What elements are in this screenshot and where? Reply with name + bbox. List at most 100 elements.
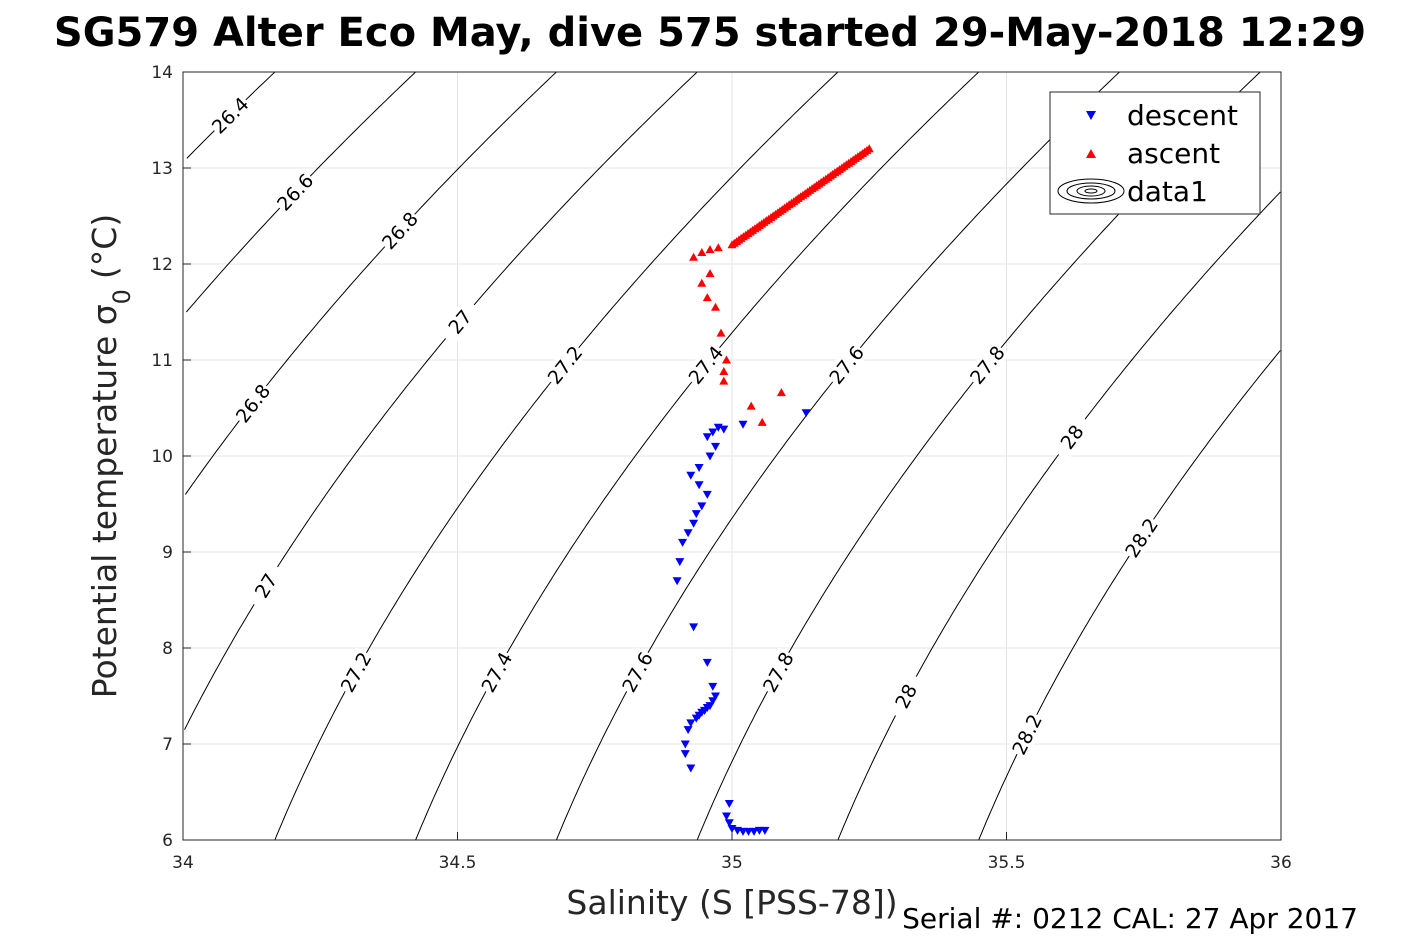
descent-point	[680, 750, 690, 759]
ascent-point	[716, 328, 726, 337]
ascent-point	[862, 145, 872, 154]
ascent-series	[689, 144, 874, 426]
descent-point	[683, 529, 693, 538]
descent-point	[708, 428, 718, 437]
contour-label-bg	[335, 647, 376, 697]
contour-label-bg	[244, 561, 287, 611]
x-tick-label: 35	[721, 853, 743, 873]
ascent-point	[719, 367, 729, 375]
contour-label-bg	[271, 168, 319, 216]
ascent-point	[713, 243, 723, 252]
contour-label-bg	[230, 379, 275, 428]
chart-title: SG579 Alter Eco May, dive 575 started 29…	[54, 10, 1366, 56]
ascent-point	[722, 355, 731, 364]
descent-point	[713, 423, 723, 432]
descent-point	[702, 658, 712, 667]
ascent-point	[697, 278, 707, 287]
descent-point	[691, 510, 701, 519]
contour-label-bg	[1007, 709, 1047, 759]
y-axis-label-sub: 0	[108, 289, 136, 304]
descent-point	[691, 714, 701, 723]
contour-label-bg	[885, 671, 926, 721]
legend-contour-icon	[1057, 178, 1125, 204]
ascent-point	[776, 388, 786, 397]
y-tick-label: 11	[151, 351, 173, 371]
contour-label-bg	[757, 647, 799, 697]
y-tick-label: 8	[162, 639, 173, 659]
descent-point	[711, 442, 720, 451]
contour-label-bg	[476, 647, 517, 697]
ascent-point	[689, 252, 699, 261]
contour-label-bg	[1119, 513, 1163, 563]
descent-point	[722, 812, 731, 821]
descent-point	[678, 538, 688, 547]
contour-line	[978, 350, 1281, 841]
legend-data1-label: data1	[1127, 175, 1208, 208]
ascent-point	[757, 417, 767, 426]
contour-line	[184, 71, 557, 495]
descent-point	[680, 740, 690, 749]
contour-label-bg	[542, 340, 588, 389]
ascent-point	[705, 269, 715, 278]
y-axis-label: Potential temperature σ0 (°C)	[85, 214, 136, 698]
contour-label-bg	[683, 340, 728, 389]
contour-label-bg	[823, 340, 869, 389]
descent-point	[672, 577, 682, 586]
legend-descent-marker	[1086, 111, 1096, 120]
legend: descent ascent data1	[1049, 91, 1261, 215]
y-tick-label: 12	[151, 255, 173, 275]
contour-line	[274, 71, 839, 841]
ascent-point	[719, 376, 729, 385]
descent-point	[689, 623, 699, 632]
y-tick-label: 9	[162, 543, 173, 563]
ascent-point	[711, 302, 720, 311]
contour-line	[184, 71, 698, 730]
svg-text:Potential temperature σ0(°C): Potential temperature σ0 (°C)	[85, 214, 136, 698]
legend-ascent-label: ascent	[1127, 137, 1220, 170]
y-tick-label: 6	[162, 831, 173, 851]
descent-point	[719, 425, 729, 434]
descent-point	[694, 481, 704, 490]
contour-label-bg	[616, 647, 658, 697]
contour-label-bg	[376, 206, 423, 255]
contour-line	[555, 71, 1120, 841]
y-tick-label: 10	[151, 447, 173, 467]
y-axis-label-unit: (°C)	[85, 214, 124, 279]
legend-descent-label: descent	[1127, 99, 1238, 132]
descent-point	[686, 471, 696, 480]
x-tick-label: 34	[172, 853, 194, 873]
descent-point	[686, 719, 696, 728]
y-axis-ticks: 6 7 8 9 10 11 12 13 14	[151, 63, 191, 851]
ascent-point	[705, 245, 715, 254]
ascent-point	[702, 293, 712, 302]
descent-point	[801, 409, 811, 418]
x-tick-label: 36	[1270, 853, 1292, 873]
ascent-point	[697, 248, 707, 256]
y-tick-label: 13	[151, 159, 173, 179]
contour-label-bg	[1049, 412, 1094, 462]
descent-point	[749, 827, 759, 836]
descent-point	[686, 764, 696, 773]
descent-point	[711, 692, 720, 701]
descent-point	[689, 519, 699, 528]
contour-label-bg	[964, 340, 1010, 389]
descent-point	[760, 826, 770, 835]
serial-calibration-note: Serial #: 0212 CAL: 27 Apr 2017	[902, 902, 1358, 935]
contour-label-bg	[437, 297, 483, 346]
contour-line	[837, 191, 1281, 841]
ascent-point	[746, 401, 756, 410]
legend-ascent-marker	[1086, 149, 1096, 158]
descent-point	[702, 490, 712, 499]
x-tick-label: 34.5	[439, 853, 477, 873]
descent-point	[702, 433, 712, 442]
x-tick-label: 35.5	[988, 853, 1026, 873]
descent-point	[724, 819, 734, 828]
descent-point	[738, 420, 748, 429]
descent-series	[672, 409, 811, 836]
y-tick-label: 7	[162, 735, 173, 755]
descent-point	[708, 697, 718, 706]
x-axis-ticks: 34 34.5 35 35.5 36	[172, 832, 1292, 873]
contour-line	[415, 71, 980, 841]
y-tick-label: 14	[151, 63, 173, 83]
